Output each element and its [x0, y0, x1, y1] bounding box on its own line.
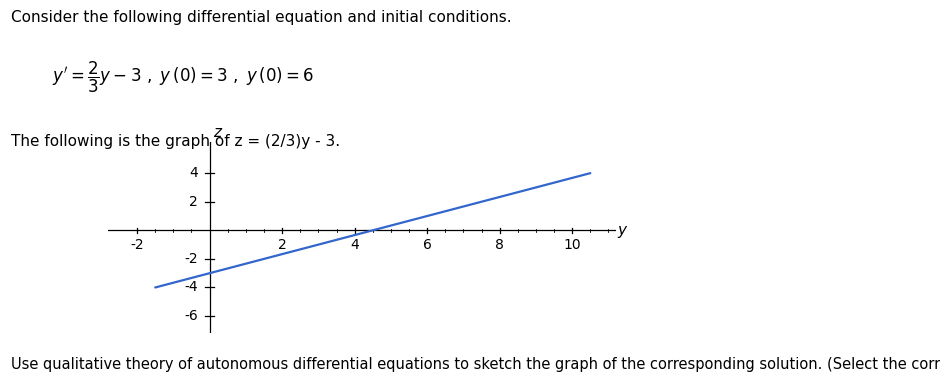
Text: $y' = \dfrac{2}{3}y - 3$$\ ,\ y\,(0) = 3\ ,\ y\,(0) = 6$: $y' = \dfrac{2}{3}y - 3$$\ ,\ y\,(0) = 3… [52, 59, 314, 95]
Text: 8: 8 [495, 238, 504, 252]
Text: 10: 10 [563, 238, 581, 252]
Text: -2: -2 [184, 252, 197, 266]
Text: 6: 6 [423, 238, 431, 252]
Text: Consider the following differential equation and initial conditions.: Consider the following differential equa… [11, 10, 512, 25]
Text: y: y [618, 223, 627, 238]
Text: 4: 4 [189, 166, 197, 180]
Text: Use qualitative theory of autonomous differential equations to sketch the graph : Use qualitative theory of autonomous dif… [11, 357, 940, 372]
Text: 2: 2 [277, 238, 287, 252]
Text: -6: -6 [184, 309, 197, 323]
Text: -4: -4 [184, 280, 197, 295]
Text: -2: -2 [131, 238, 144, 252]
Text: z: z [213, 125, 221, 140]
Text: 4: 4 [351, 238, 359, 252]
Text: 2: 2 [189, 195, 197, 209]
Text: The following is the graph of z = (2/3)y - 3.: The following is the graph of z = (2/3)y… [11, 134, 340, 149]
